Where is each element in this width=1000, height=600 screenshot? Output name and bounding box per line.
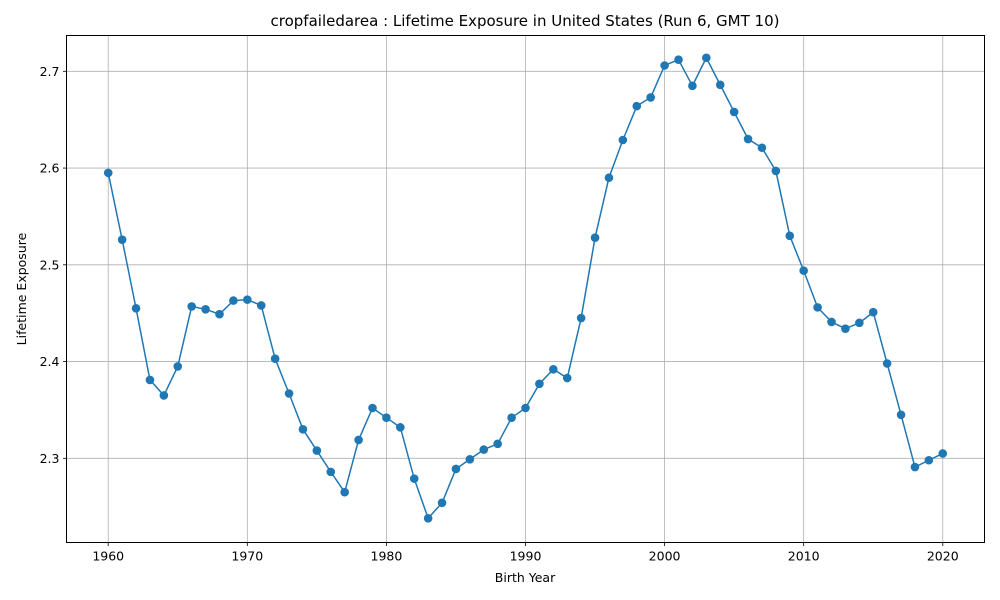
data-point <box>298 425 308 434</box>
data-point <box>896 410 906 420</box>
data-point <box>493 439 502 449</box>
data-point <box>507 413 516 422</box>
data-point <box>562 373 572 383</box>
data-point <box>423 514 433 523</box>
data-point <box>827 317 836 327</box>
data-point <box>757 143 767 153</box>
data-point <box>660 61 669 70</box>
data-point <box>117 235 127 244</box>
data-point <box>103 168 113 178</box>
data-point <box>841 324 850 333</box>
data-point <box>173 362 183 371</box>
data-point <box>646 93 655 102</box>
x-axis-title: Birth Year <box>495 570 556 585</box>
data-point <box>145 375 155 385</box>
x-tick-label: 2010 <box>788 549 820 564</box>
data-point <box>882 359 892 368</box>
y-tick-label: 2.5 <box>40 257 60 272</box>
data-point <box>813 303 822 312</box>
data-point <box>618 135 628 145</box>
data-point <box>868 307 878 317</box>
data-point <box>924 455 934 465</box>
data-point <box>243 295 252 304</box>
data-point <box>159 391 169 400</box>
data-point <box>312 446 322 455</box>
chart-title: cropfailedarea : Lifetime Exposure in Un… <box>271 12 780 30</box>
data-point <box>549 365 558 374</box>
data-point <box>771 166 781 176</box>
data-point <box>743 134 753 144</box>
data-point <box>437 498 447 508</box>
data-point <box>368 403 377 413</box>
x-tick-label: 1960 <box>92 549 124 564</box>
y-tick-label: 2.3 <box>40 451 60 466</box>
x-tick-label: 1980 <box>371 549 403 564</box>
data-point <box>785 231 795 241</box>
data-point <box>479 445 489 454</box>
data-point <box>284 389 294 398</box>
data-point <box>256 301 266 310</box>
data-point <box>451 464 461 474</box>
x-tick-label: 2000 <box>649 549 681 564</box>
data-point <box>938 449 948 458</box>
data-point <box>187 302 196 311</box>
y-axis-title: Lifetime Exposure <box>14 232 29 345</box>
data-point <box>354 435 363 445</box>
data-point <box>910 462 920 472</box>
x-tick-label: 1990 <box>510 549 542 564</box>
data-point <box>688 81 697 91</box>
data-point <box>576 313 586 323</box>
data-point <box>465 454 475 464</box>
data-point <box>326 467 336 477</box>
y-tick-label: 2.7 <box>40 64 60 79</box>
x-tick-label: 1970 <box>231 549 263 564</box>
y-tick-label: 2.4 <box>40 354 60 369</box>
x-tick-label: 2020 <box>927 549 959 564</box>
data-point <box>604 173 614 183</box>
data-point <box>729 107 739 117</box>
series <box>103 53 948 523</box>
axis-ticks: 1960 1970 1980 1990 2000 2010 2020 2.3 2.4 2.5 2.6… <box>40 64 959 564</box>
data-point <box>590 233 600 243</box>
gridlines <box>66 35 985 543</box>
data-point <box>715 80 725 90</box>
data-point <box>215 309 224 319</box>
data-point <box>799 266 808 275</box>
data-point <box>521 403 530 413</box>
data-point <box>131 304 141 313</box>
data-point <box>702 53 711 63</box>
data-point <box>382 413 391 422</box>
data-point <box>396 423 405 432</box>
data-point <box>632 101 642 111</box>
y-tick-label: 2.6 <box>40 161 60 176</box>
data-point <box>674 55 683 64</box>
data-point <box>535 379 544 389</box>
data-point <box>229 296 238 305</box>
data-point <box>340 487 349 497</box>
data-point <box>855 318 864 328</box>
data-point <box>270 354 280 363</box>
data-point <box>409 474 419 483</box>
data-point <box>201 305 210 314</box>
